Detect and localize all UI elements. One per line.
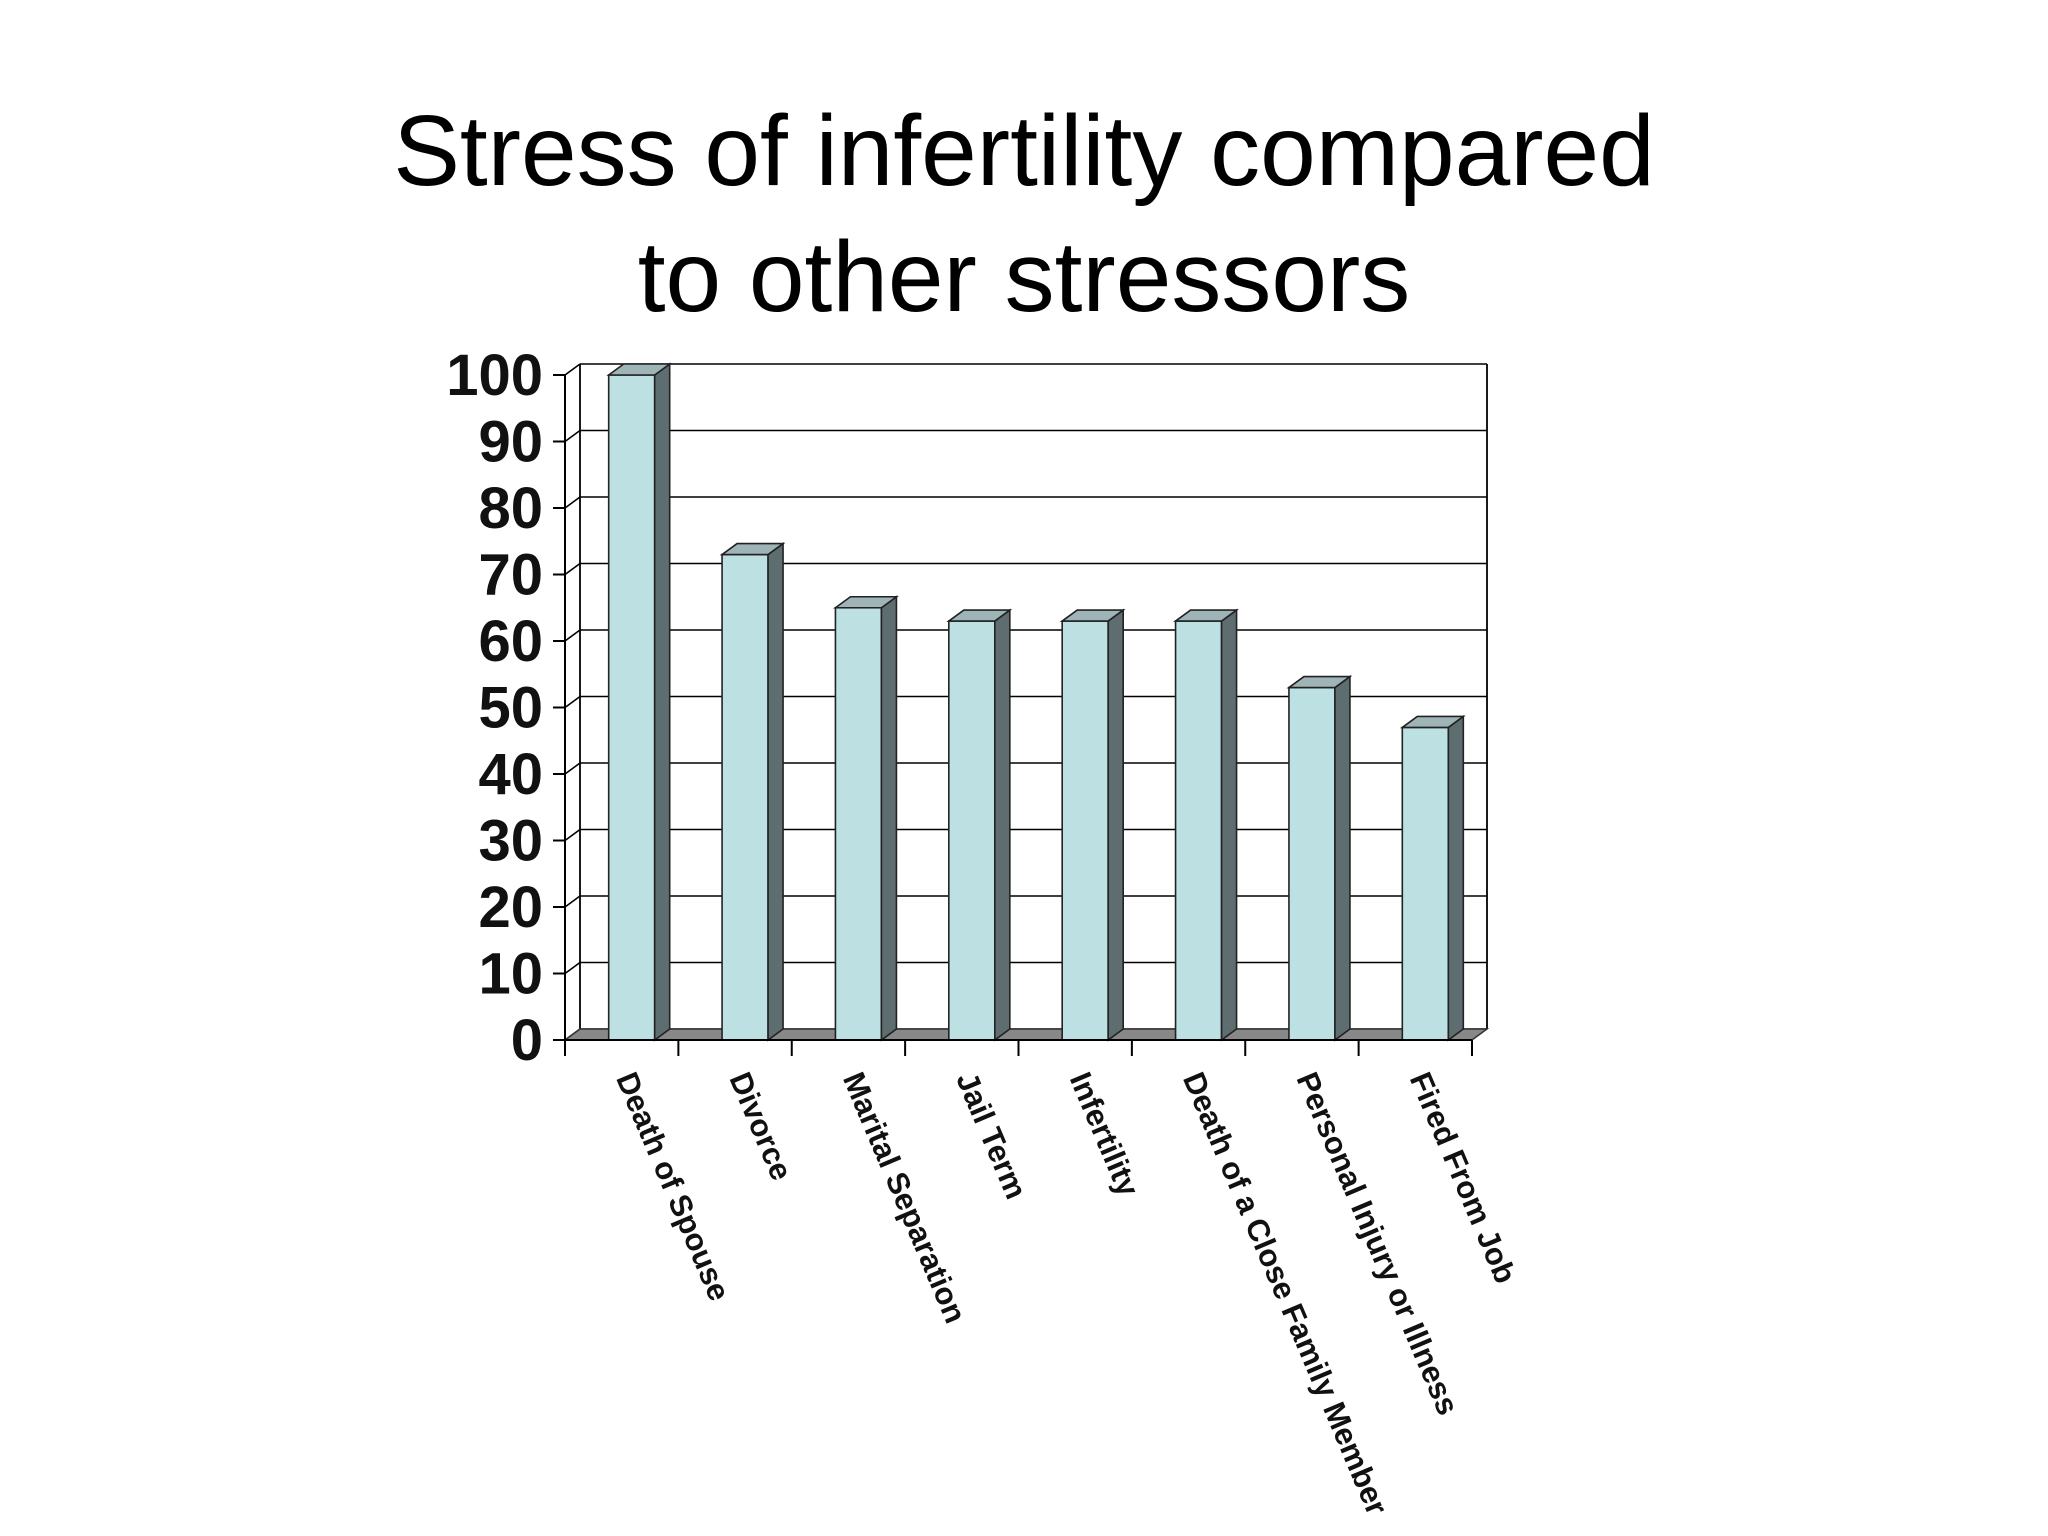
gridline-side <box>564 695 581 709</box>
y-tick-label: 100 <box>446 343 543 408</box>
bar-top <box>1173 609 1240 622</box>
bar <box>946 608 1013 1042</box>
y-tick-label: 80 <box>478 476 543 541</box>
bar <box>1059 608 1126 1042</box>
bar-front <box>948 620 996 1041</box>
gridline-side <box>564 895 581 908</box>
y-tick-label: 30 <box>478 809 543 874</box>
slide-title: Stress of infertility compared to other … <box>0 88 2048 340</box>
x-category-label: Death of Spouse <box>609 1067 737 1306</box>
bar-top <box>832 595 899 609</box>
bars-layer <box>606 362 1466 1042</box>
bar-front <box>1401 726 1450 1041</box>
gridline-side <box>564 961 581 975</box>
y-tick-label: 50 <box>478 676 543 741</box>
axis-layer <box>553 374 1473 1056</box>
bar-top <box>1399 715 1466 729</box>
y-tick-label: 40 <box>478 742 543 807</box>
y-tick-label: 20 <box>478 875 543 940</box>
bar-top <box>606 363 673 376</box>
x-category-label: Marital Separation <box>836 1067 973 1328</box>
bar-top <box>946 609 1013 622</box>
bar-side <box>1447 714 1465 1042</box>
gridline-side <box>564 429 581 443</box>
x-category-label: Jail Term <box>949 1067 1034 1204</box>
y-tick-label: 70 <box>478 543 543 608</box>
bar-front <box>1061 620 1109 1041</box>
y-tick-label: 0 <box>511 1008 543 1073</box>
x-category-label: Infertility <box>1063 1067 1147 1202</box>
bar <box>606 362 673 1042</box>
gridline-side <box>564 363 581 376</box>
x-category-label: Divorce <box>723 1067 800 1185</box>
slide-title-line-1: Stress of infertility compared <box>393 95 1655 207</box>
bar <box>719 541 786 1042</box>
x-category-label: Fired From Job <box>1403 1067 1523 1288</box>
bar-top <box>1059 609 1126 622</box>
bar-side <box>1334 674 1351 1042</box>
y-tick-label: 10 <box>478 942 543 1007</box>
bar <box>1173 608 1240 1042</box>
gridline-side <box>564 629 581 642</box>
x-category-label: Death of a Close Family Member <box>1176 1067 1395 1520</box>
bar <box>1399 714 1466 1042</box>
bar-side <box>653 362 671 1042</box>
bar <box>1286 674 1353 1042</box>
bar <box>832 595 899 1042</box>
bar-side <box>880 595 898 1042</box>
bar-front <box>834 606 883 1041</box>
bar-side <box>994 608 1011 1042</box>
bar-side <box>1220 608 1238 1042</box>
bar-front <box>721 553 769 1041</box>
bar-side <box>1107 608 1124 1042</box>
bar-top <box>1286 675 1353 689</box>
bar-side <box>767 541 784 1042</box>
bar-front <box>1174 620 1223 1041</box>
gridline-side <box>564 496 581 509</box>
gridline-side <box>564 562 581 576</box>
gridline-side <box>564 762 581 775</box>
y-tick-label: 90 <box>478 410 543 475</box>
bar-top <box>719 542 786 556</box>
gridline-side <box>564 828 581 842</box>
slide-title-line-2: to other stressors <box>637 221 1411 333</box>
bar-front <box>607 374 656 1041</box>
bar-front <box>1288 686 1336 1041</box>
y-tick-label: 60 <box>478 609 543 674</box>
